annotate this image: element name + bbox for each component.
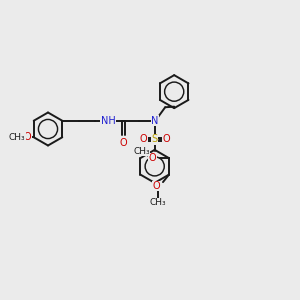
- Text: O: O: [24, 132, 32, 142]
- Text: CH₃: CH₃: [9, 133, 26, 142]
- Text: O: O: [153, 181, 160, 191]
- Text: O: O: [140, 134, 147, 144]
- Text: N: N: [151, 116, 158, 126]
- Text: NH: NH: [100, 116, 115, 126]
- Text: O: O: [148, 153, 156, 163]
- Text: S: S: [152, 134, 158, 144]
- Text: O: O: [162, 134, 170, 144]
- Text: CH₃: CH₃: [149, 198, 166, 207]
- Text: CH₃: CH₃: [133, 147, 150, 156]
- Text: O: O: [120, 138, 127, 148]
